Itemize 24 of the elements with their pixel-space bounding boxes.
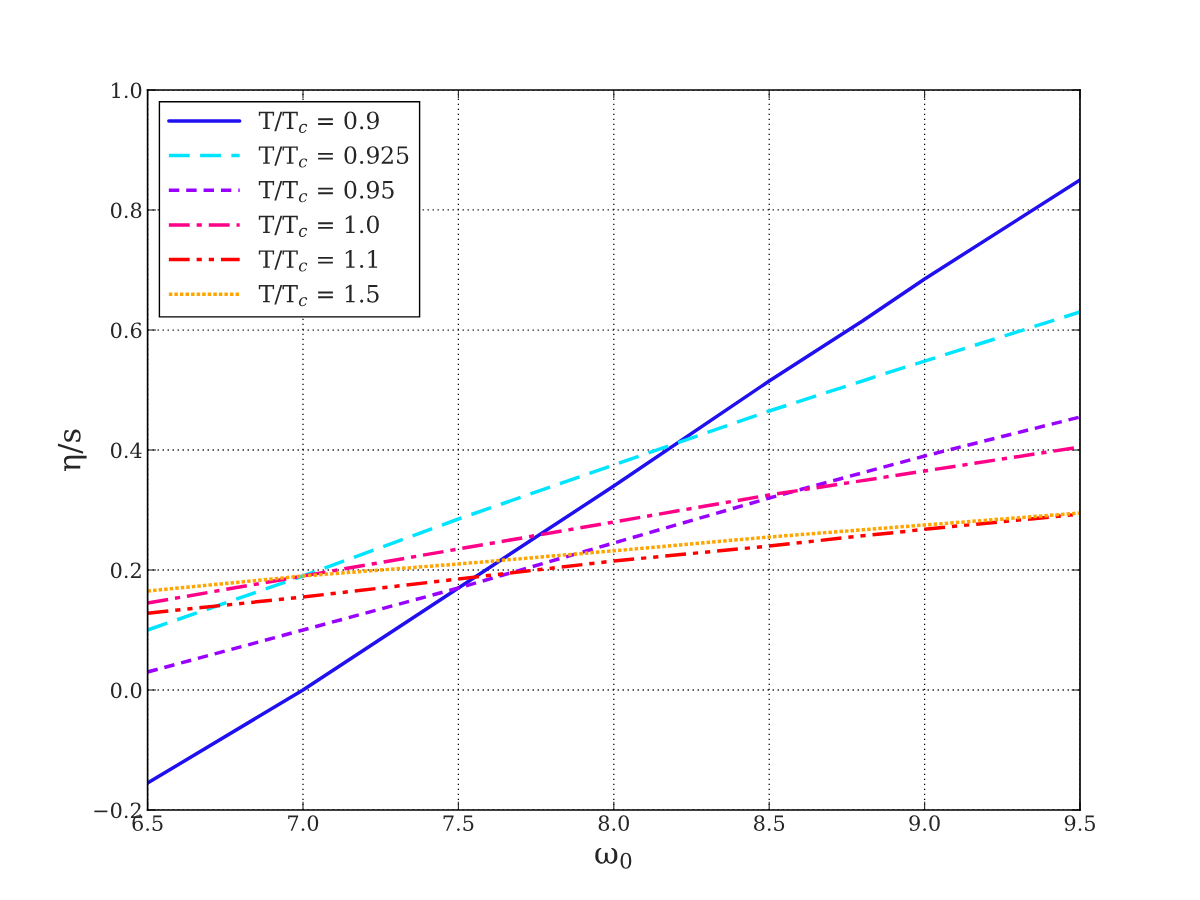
x-tick-label: 7.0 bbox=[288, 815, 319, 831]
y-axis-title: η/s bbox=[57, 429, 87, 472]
y-tick-label: 0.6 bbox=[110, 322, 142, 339]
legend-label: T/T$_{c}$ = 1.0 bbox=[258, 215, 379, 237]
y-tick-label: 0.8 bbox=[110, 202, 142, 219]
x-axis-title: ω$_{0}$ bbox=[595, 847, 632, 869]
x-tick-label: 8.5 bbox=[754, 815, 785, 831]
x-tick-label: 8.0 bbox=[598, 815, 629, 831]
line-series bbox=[147, 415, 1080, 674]
legend-label: T/T$_{c}$ = 1.1 bbox=[258, 250, 378, 272]
legend-label: T/T$_{c}$ = 0.95 bbox=[258, 180, 394, 203]
legend-label: T/T$_{c}$ = 1.5 bbox=[258, 284, 379, 307]
line-series bbox=[147, 178, 1080, 785]
legend-label: T/T$_{c}$ = 0.925 bbox=[258, 146, 409, 168]
y-tick-label: 0.2 bbox=[110, 562, 141, 579]
y-tick-label: 1.0 bbox=[112, 82, 142, 99]
y-tick-label: 0.4 bbox=[110, 442, 142, 459]
x-tick-label: 9.5 bbox=[1064, 815, 1095, 831]
line-series bbox=[147, 511, 1080, 593]
x-tick-label: 9.0 bbox=[909, 815, 940, 831]
legend-label: T/T$_{c}$ = 0.9 bbox=[258, 111, 379, 133]
x-tick-label: 7.5 bbox=[443, 815, 474, 831]
line-series bbox=[147, 310, 1080, 632]
y-tick-label: 0.0 bbox=[110, 682, 142, 699]
